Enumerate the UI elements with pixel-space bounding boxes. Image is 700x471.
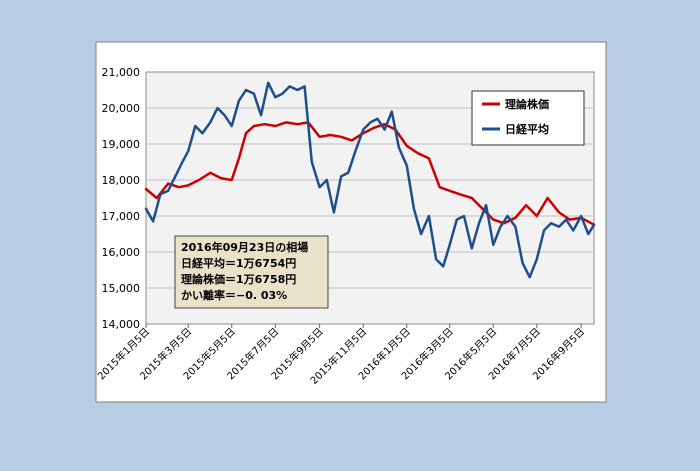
legend-box — [471, 90, 585, 146]
annotation-line-2: 日経平均＝1万6754円 — [181, 256, 296, 270]
annotation-line-3: 理論株価＝1万6758円 — [181, 272, 296, 286]
y-tick-label: 14,000 — [102, 318, 141, 331]
annotation-line-1: 2016年09月23日の相場 — [181, 240, 308, 254]
y-tick-label: 17,000 — [102, 210, 141, 223]
y-axis-ticks: 14,000 15,000 16,000 17,000 18,000 19,000 20,0… — [102, 66, 141, 331]
y-tick-label: 18,000 — [102, 174, 141, 187]
annotation-box: 2016年09月23日の相場 日経平均＝1万6754円 理論株価＝1万6758円… — [174, 235, 329, 309]
y-tick-label: 15,000 — [102, 282, 141, 295]
series-line-nikkei — [144, 81, 596, 279]
series-layer — [144, 81, 596, 279]
y-tick-label: 19,000 — [102, 138, 141, 151]
legend-label-nikkei: 日経平均 — [505, 122, 549, 136]
legend: 理論株価 日経平均 — [471, 90, 585, 146]
legend-label-theory: 理論株価 — [505, 97, 549, 111]
y-tick-label: 21,000 — [102, 66, 141, 79]
y-tick-label: 20,000 — [102, 102, 141, 115]
annotation-background — [174, 235, 329, 309]
annotation-line-4: かい離率＝−0. 03% — [181, 288, 287, 302]
y-tick-label: 16,000 — [102, 246, 141, 259]
